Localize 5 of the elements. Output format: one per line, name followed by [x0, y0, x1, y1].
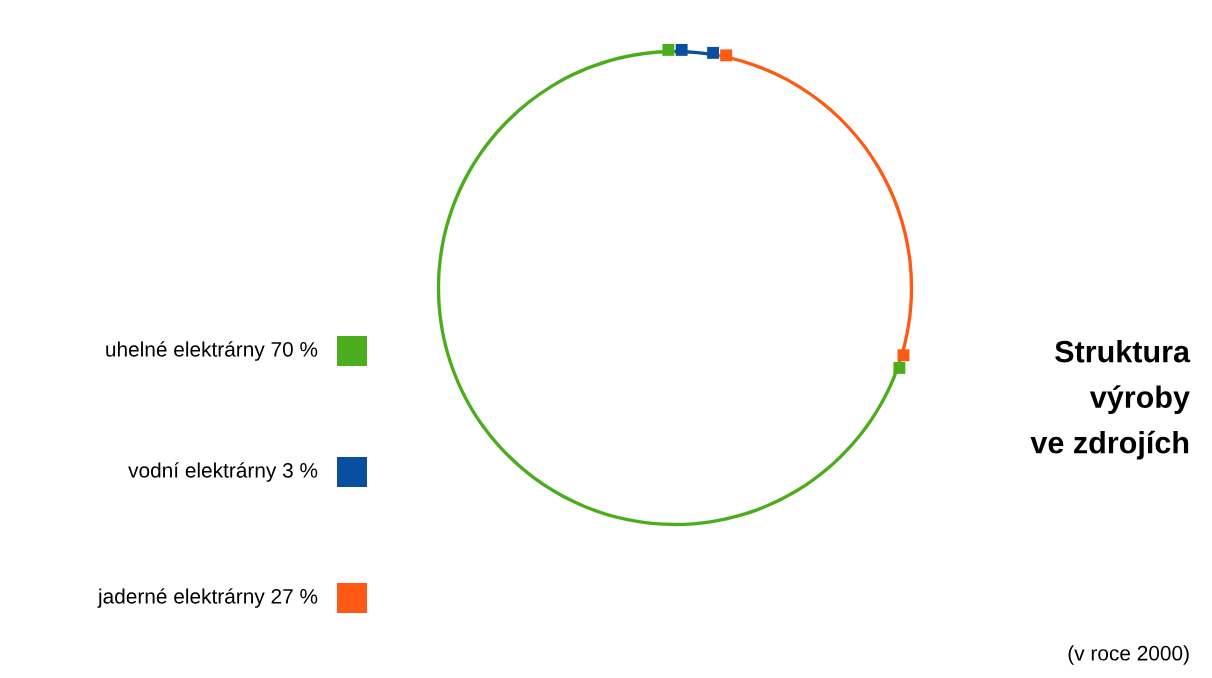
text: Struktura výroby ve zdrojích — [1030, 340, 1191, 460]
text: (v roce 2000) — [1068, 645, 1189, 665]
legend-label: jaderné elektrárny 27 % — [97, 588, 318, 608]
legend-label: uhelné elektrárny 70 % — [106, 341, 318, 361]
legend-label: vodní elektrárny 3 % — [128, 462, 318, 482]
